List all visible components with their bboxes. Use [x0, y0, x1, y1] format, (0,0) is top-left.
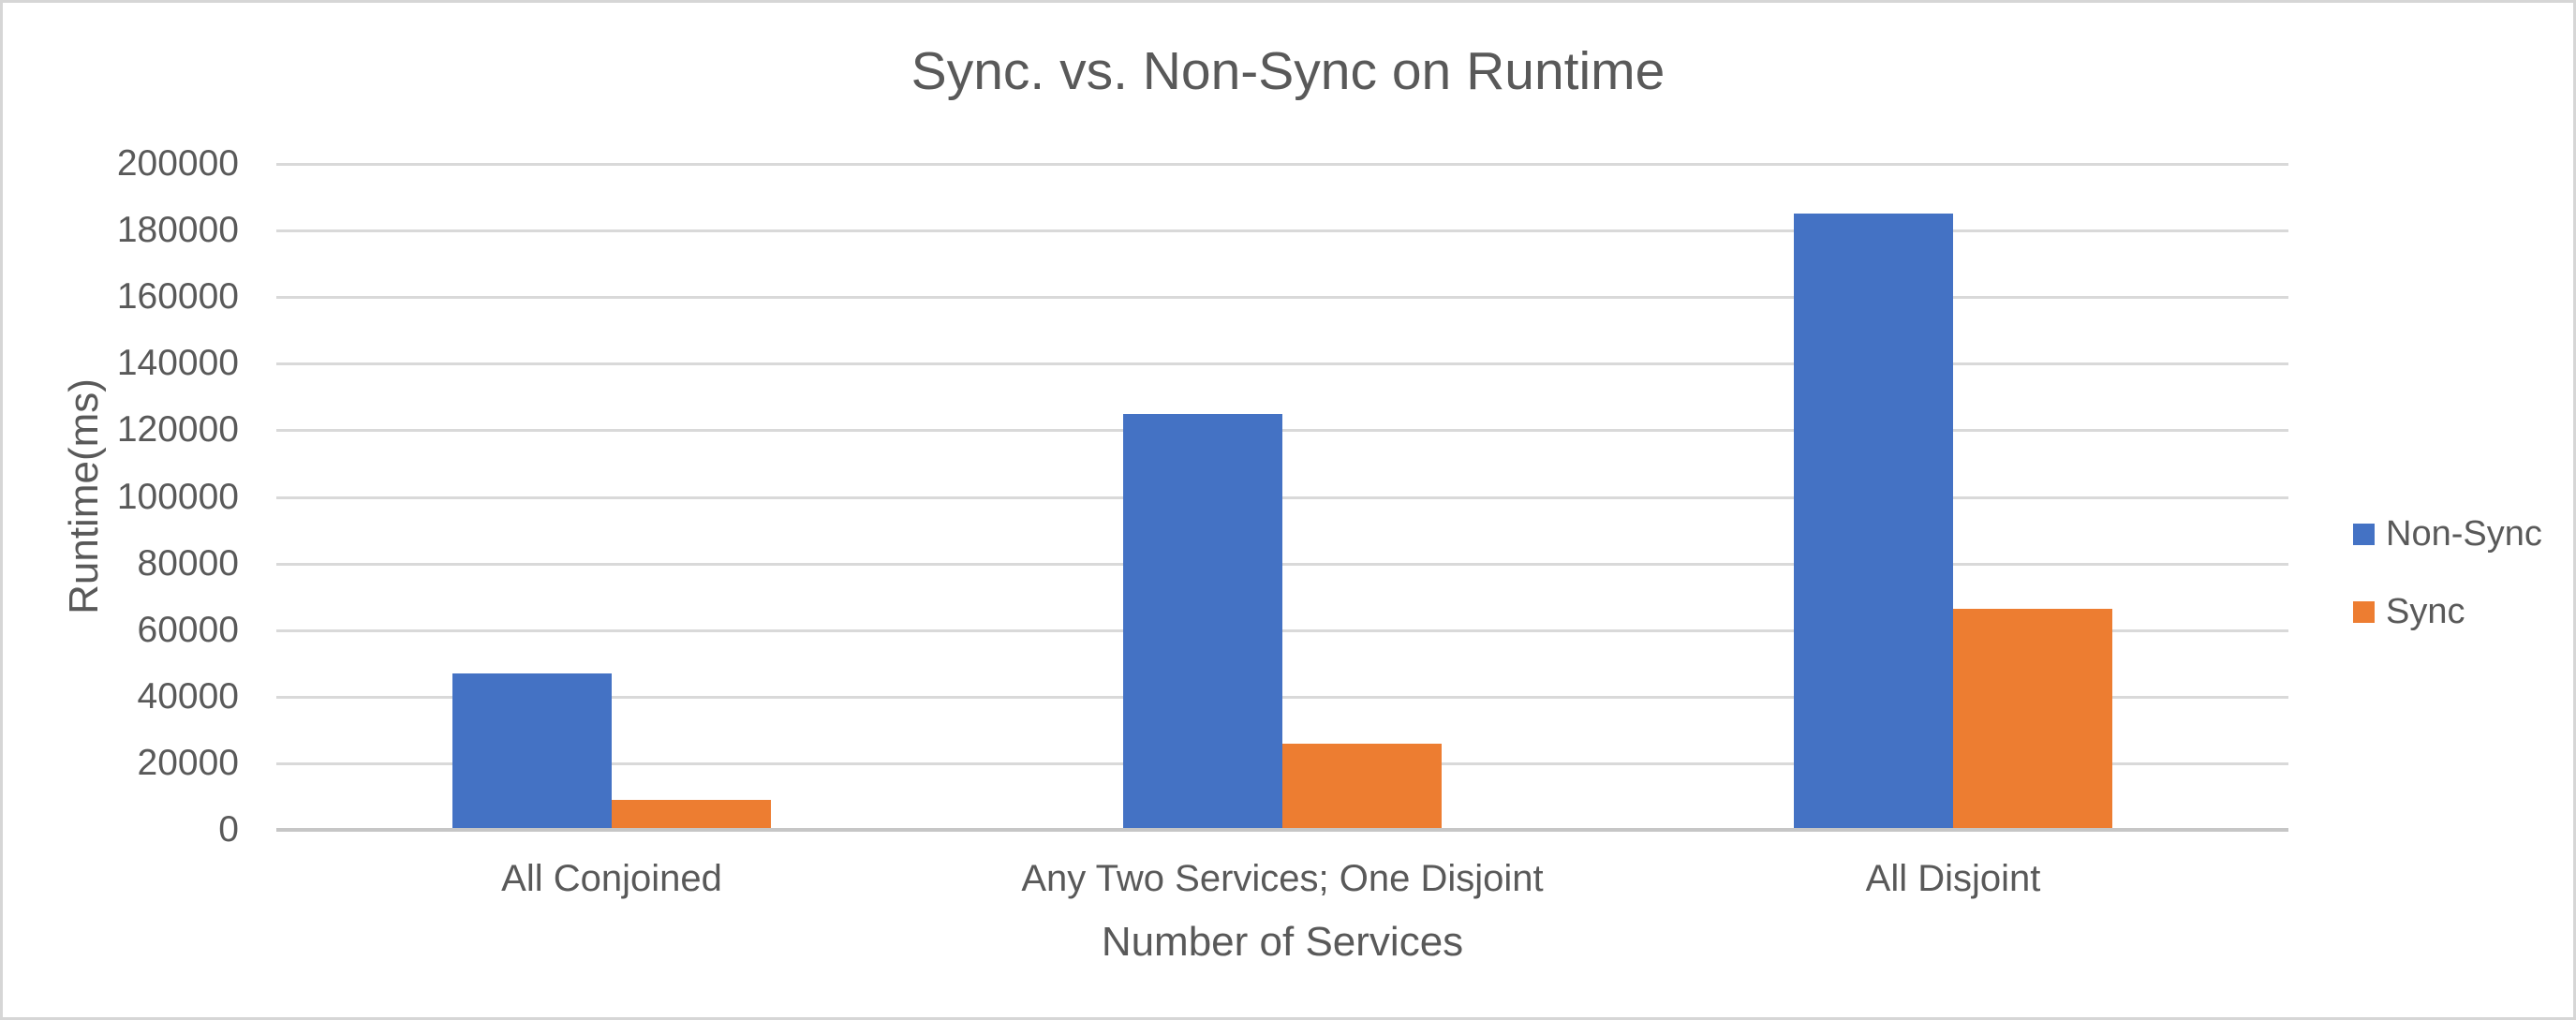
bar-sync-all-conjoined: [612, 800, 771, 830]
legend-label: Non-Sync: [2386, 514, 2542, 554]
bar-non-sync-any-two-services-one-disjoint: [1123, 413, 1282, 830]
y-tick-label: 20000: [137, 742, 239, 783]
legend: Non-Sync Sync: [2353, 514, 2542, 632]
gridline: [276, 163, 2288, 166]
gridline: [276, 429, 2288, 433]
legend-swatch-icon: [2353, 524, 2375, 545]
y-tick-label: 180000: [116, 210, 239, 251]
gridline: [276, 695, 2288, 699]
x-category-label: All Disjoint: [1865, 858, 2041, 899]
y-tick-label: 120000: [116, 409, 239, 451]
gridline: [276, 495, 2288, 499]
x-category-label: All Conjoined: [501, 858, 722, 899]
y-tick-label: 0: [218, 809, 239, 850]
legend-swatch-icon: [2353, 601, 2375, 623]
bar-sync-any-two-services-one-disjoint: [1282, 743, 1442, 830]
x-axis-title: Number of Services: [1101, 919, 1464, 965]
chart-title: Sync. vs. Non-Sync on Runtime: [910, 41, 1666, 101]
x-category-label: Any Two Services; One Disjoint: [1021, 858, 1544, 899]
y-tick-label: 160000: [116, 276, 239, 318]
gridline: [276, 229, 2288, 233]
y-tick-label: 200000: [116, 143, 239, 184]
x-axis-line: [276, 828, 2288, 832]
y-tick-label: 40000: [137, 675, 239, 717]
bar-sync-all-disjoint: [1953, 608, 2112, 830]
legend-item-sync: Sync: [2353, 592, 2542, 632]
y-tick-label: 60000: [137, 609, 239, 650]
gridline: [276, 362, 2288, 366]
gridline: [276, 562, 2288, 566]
plot-area: [276, 163, 2288, 832]
legend-item-non-sync: Non-Sync: [2353, 514, 2542, 554]
bar-non-sync-all-disjoint: [1794, 214, 1953, 830]
gridline: [276, 628, 2288, 632]
legend-label: Sync: [2386, 592, 2465, 631]
y-tick-label: 80000: [137, 542, 239, 584]
bar-non-sync-all-conjoined: [452, 673, 612, 830]
gridline: [276, 296, 2288, 300]
y-tick-label: 100000: [116, 476, 239, 517]
y-tick-label: 140000: [116, 343, 239, 384]
